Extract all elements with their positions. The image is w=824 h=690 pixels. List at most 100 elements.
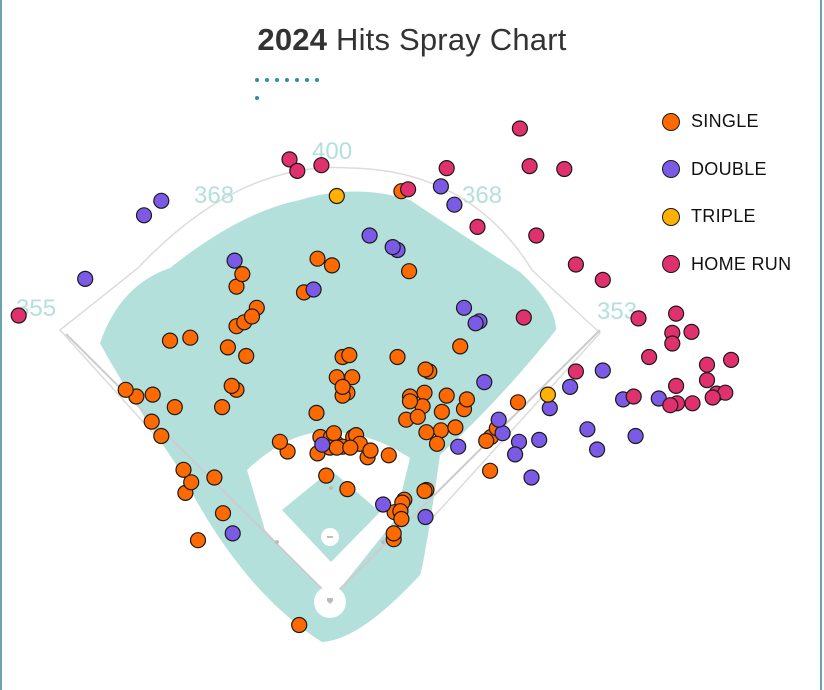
hit-single	[214, 505, 232, 522]
legend-label-triple: TRIPLE	[691, 206, 756, 227]
hit-single	[509, 394, 527, 411]
hit-triple	[328, 187, 345, 205]
hit-double	[531, 431, 548, 448]
hit-double	[541, 400, 558, 417]
hit-single	[238, 347, 255, 365]
hit-single	[341, 347, 358, 364]
hit-home-run	[567, 363, 585, 380]
infield-grass	[282, 470, 380, 562]
hit-single	[458, 391, 475, 408]
right-foul-line	[330, 329, 601, 599]
chart-title: 2024 Hits Spray Chart	[0, 22, 824, 58]
hit-single	[219, 339, 236, 356]
hit-home-run	[625, 388, 642, 405]
hit-home-run	[521, 158, 538, 175]
legend-swatch-home-run	[662, 255, 680, 274]
hit-home-run	[667, 305, 685, 322]
hit-single	[418, 424, 435, 441]
hit-single	[385, 525, 402, 542]
hit-home-run	[664, 335, 681, 352]
hit-single	[482, 462, 499, 479]
hit-single	[166, 399, 183, 416]
hit-home-run	[640, 348, 658, 366]
hit-single	[389, 348, 406, 366]
hit-single	[323, 257, 341, 274]
hit-single	[447, 419, 464, 436]
legend-item-triple: TRIPLE	[662, 193, 791, 241]
hit-home-run	[698, 356, 716, 373]
hit-single	[189, 532, 207, 549]
hit-double	[455, 299, 473, 316]
hit-double	[523, 469, 540, 486]
legend-swatch-triple	[662, 207, 680, 226]
hit-double	[77, 270, 94, 287]
hit-home-run	[684, 395, 701, 412]
hit-double	[226, 252, 243, 269]
hit-home-run	[469, 218, 486, 235]
hit-single	[334, 378, 351, 395]
hit-home-run	[289, 162, 306, 179]
hit-single	[223, 377, 240, 394]
hit-single	[309, 250, 326, 267]
wall-label-left-center: 368	[194, 182, 234, 209]
outfield-grass	[100, 191, 556, 642]
hit-single	[452, 338, 469, 355]
hit-single	[318, 467, 335, 484]
hit-double	[432, 178, 449, 195]
hit-single	[401, 393, 419, 410]
hit-double	[384, 239, 401, 256]
hit-single	[344, 369, 361, 386]
hit-single	[143, 413, 160, 430]
hit-single	[416, 482, 433, 500]
hit-home-run	[528, 227, 545, 244]
hit-home-run	[10, 307, 27, 324]
hit-single	[291, 616, 308, 634]
second-base	[329, 486, 333, 490]
hit-single	[417, 361, 434, 378]
hit-triple	[539, 386, 557, 403]
hit-single	[214, 399, 231, 416]
legend-item-single: SINGLE	[662, 98, 791, 146]
hit-double	[361, 227, 378, 244]
hit-double	[224, 525, 241, 542]
hit-double	[494, 425, 511, 442]
hit-home-run	[511, 120, 529, 137]
hit-markers	[10, 120, 740, 634]
hit-single	[339, 481, 356, 498]
hit-home-run	[281, 151, 298, 168]
hit-single	[328, 439, 345, 456]
hit-single	[433, 403, 450, 420]
hit-single	[428, 435, 446, 452]
hit-double	[579, 421, 596, 438]
hit-single	[234, 266, 251, 283]
hit-single	[144, 386, 161, 403]
wall-label-right-center: 368	[462, 182, 502, 209]
legend-swatch-single	[662, 112, 680, 131]
hit-single	[117, 381, 134, 398]
hit-single	[362, 442, 379, 459]
hit-home-run	[722, 351, 740, 368]
hit-double	[450, 438, 467, 455]
hit-double	[594, 362, 611, 379]
hit-double	[588, 441, 606, 458]
legend: SINGLE DOUBLE TRIPLE HOME RUN	[662, 98, 791, 288]
home-plate	[327, 598, 333, 604]
hit-home-run	[667, 377, 685, 394]
hit-single	[325, 425, 342, 442]
hit-single	[161, 332, 179, 349]
legend-swatch-double	[662, 160, 680, 179]
hit-home-run	[683, 323, 700, 340]
hit-home-run	[515, 309, 532, 326]
legend-item-double: DOUBLE	[662, 146, 791, 194]
hit-double	[627, 427, 644, 445]
hit-home-run	[313, 157, 330, 174]
hit-single	[401, 263, 418, 280]
hit-single	[243, 308, 261, 325]
hit-home-run	[438, 160, 455, 177]
wall-label-right-field: 353	[597, 298, 637, 325]
hit-double	[476, 374, 493, 391]
hit-home-run	[556, 160, 573, 178]
hit-double	[305, 281, 322, 298]
